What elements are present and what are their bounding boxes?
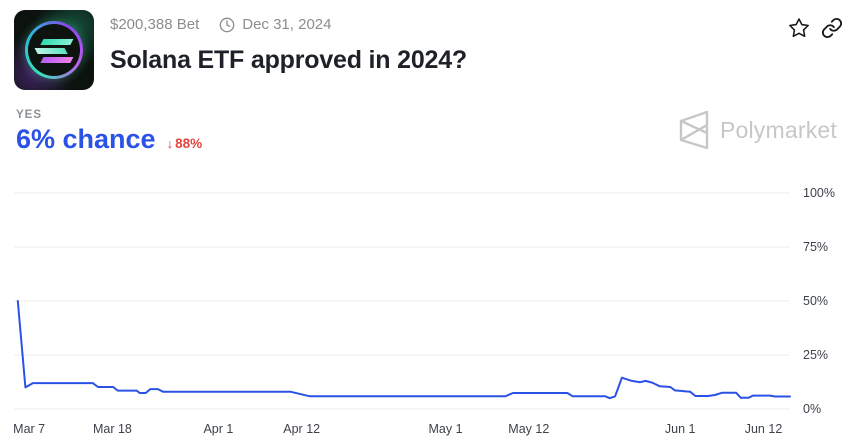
- y-axis-tick-label: 75%: [803, 240, 829, 254]
- x-axis-tick-label: Apr 12: [283, 422, 321, 436]
- down-arrow-icon: ↓: [166, 136, 174, 151]
- y-axis-tick-label: 50%: [803, 294, 829, 308]
- market-header: $200,388 Bet Dec 31, 2024 Solana ETF app…: [110, 16, 467, 75]
- header-actions: [788, 17, 843, 39]
- polymarket-wordmark: Polymarket: [719, 116, 837, 143]
- polymarket-logo-icon: [679, 110, 709, 150]
- bookmark-star-button[interactable]: [788, 17, 810, 39]
- chance-value: 6% chance: [16, 124, 156, 154]
- x-axis-tick-label: Jun 1: [664, 422, 696, 436]
- probability-chart[interactable]: 0% 25% 50% 75% 100% Mar 7 Mar 18 Apr 1 Apr 12 Ma…: [0, 180, 850, 448]
- y-axis-tick-label: 25%: [803, 348, 829, 362]
- market-thumbnail-solana: [14, 10, 94, 90]
- end-date: Dec 31, 2024: [242, 16, 332, 33]
- link-icon: [821, 17, 843, 39]
- outcome-label: YES: [16, 109, 43, 121]
- x-axis-tick-label: May 12: [508, 422, 550, 436]
- star-icon: [789, 18, 809, 38]
- copy-link-button[interactable]: [821, 17, 843, 39]
- change-badge: ↓ 88%: [167, 136, 203, 151]
- outcome-block: YES 6% chance ↓ 88%: [16, 109, 202, 155]
- x-axis-tick-label: Apr 1: [203, 422, 234, 436]
- y-axis-tick-label: 0%: [803, 402, 822, 416]
- polymarket-watermark[interactable]: Polymarket: [674, 110, 837, 150]
- clock-icon: [219, 17, 235, 32]
- x-axis-tick-label: Mar 18: [92, 422, 132, 436]
- x-axis-tick-label: Mar 7: [13, 422, 46, 436]
- chart-svg[interactable]: [0, 180, 850, 448]
- bet-amount: $200,388 Bet: [110, 16, 200, 33]
- x-axis-tick-label: Jun 12: [744, 422, 783, 436]
- market-meta: $200,388 Bet Dec 31, 2024: [110, 16, 467, 33]
- change-value: 88%: [175, 136, 203, 151]
- price-line-yes[interactable]: [16, 300, 791, 400]
- market-title: Solana ETF approved in 2024?: [110, 46, 467, 74]
- solana-logo-icon: [34, 39, 74, 63]
- y-axis-tick-label: 100%: [803, 186, 835, 200]
- x-axis-tick-label: May 1: [428, 422, 463, 436]
